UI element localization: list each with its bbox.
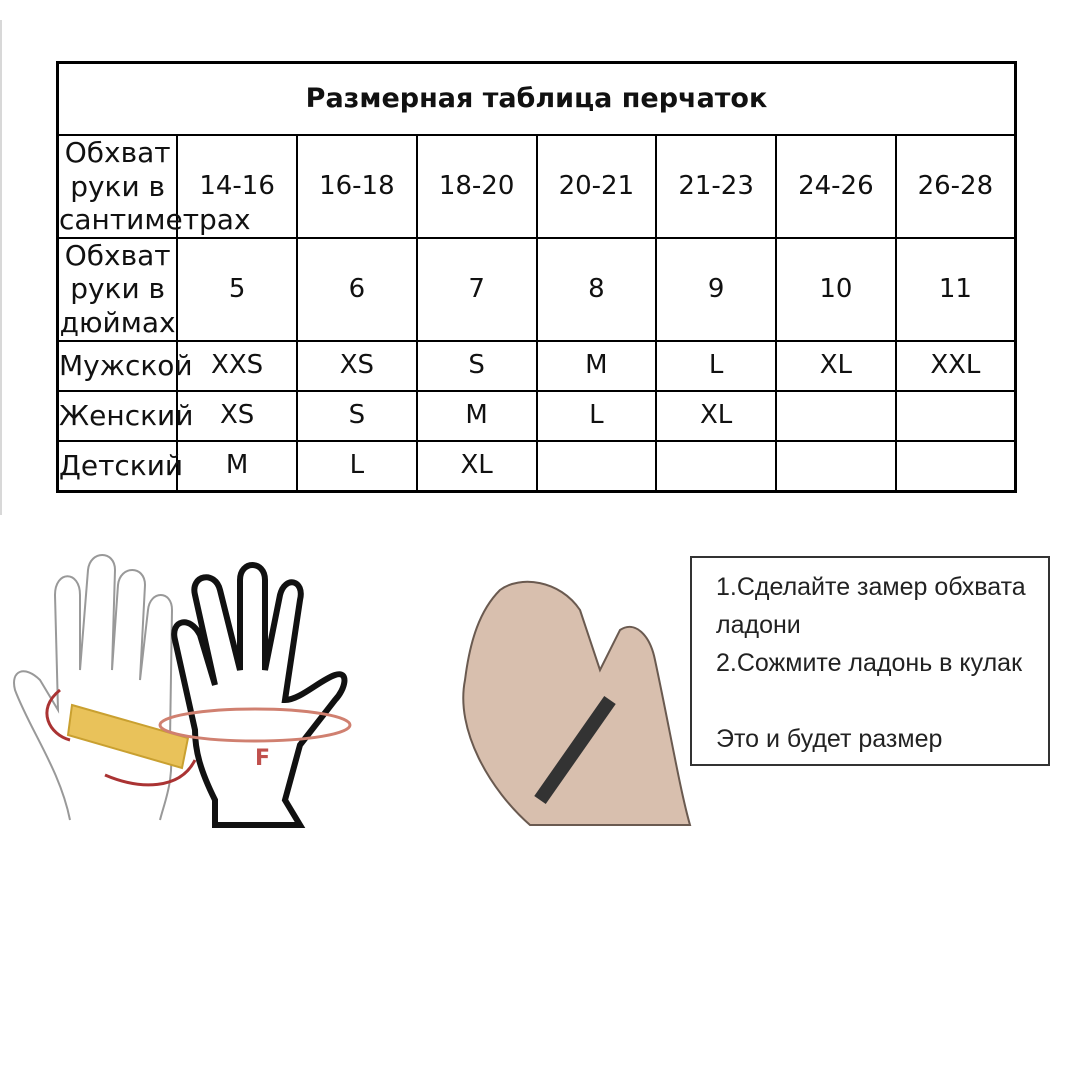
table-cell: XS <box>176 389 298 442</box>
table-cell: M <box>176 439 298 493</box>
table-cell: 26-28 <box>894 134 1017 239</box>
table-cell: 10 <box>775 236 897 342</box>
table-cell: L <box>535 389 658 442</box>
table-cell: XS <box>296 339 418 392</box>
table-cell <box>775 389 897 442</box>
table-row: Детский M L XL <box>56 439 1017 493</box>
table-cell: L <box>655 339 777 392</box>
table-row: Мужской XXS XS S M L XL XXL <box>56 339 1017 392</box>
table-cell <box>894 389 1017 442</box>
left-edge-divider <box>0 20 2 515</box>
table-cell: 18-20 <box>415 134 538 239</box>
table-cell: 7 <box>415 236 538 342</box>
table-cell <box>894 439 1017 493</box>
table-cell: 24-26 <box>775 134 897 239</box>
row-label: Детский <box>56 439 183 493</box>
table-cell: 14-16 <box>176 134 298 239</box>
table-cell: 6 <box>296 236 418 342</box>
table-cell <box>775 439 897 493</box>
table-title: Размерная таблица перчаток <box>56 61 1017 136</box>
table-cell: XXS <box>176 339 298 392</box>
table-cell: 20-21 <box>535 134 658 239</box>
instructions-box: 1.Сделайте замер обхвата ладони 2.Сожмит… <box>690 556 1050 766</box>
table-cell: XL <box>775 339 897 392</box>
table-cell <box>655 439 777 493</box>
table-cell: M <box>415 389 538 442</box>
table-cell: 9 <box>655 236 777 342</box>
table-cell: 11 <box>894 236 1017 342</box>
table-cell: 16-18 <box>296 134 418 239</box>
hand-ruler-icon <box>13 554 197 821</box>
row-label: Женский <box>56 389 193 442</box>
table-cell: 5 <box>176 236 298 342</box>
table-cell: 8 <box>535 236 658 342</box>
hand-measurement-illustration: F <box>13 554 692 828</box>
label-f: F <box>255 746 270 771</box>
table-row: Обхват руки в дюймах 5 6 7 8 9 10 11 <box>56 236 1017 342</box>
table-cell <box>535 439 658 493</box>
row-label: Обхват руки в сантиметрах <box>56 134 251 239</box>
table-row: Женский XS S M L XL <box>56 389 1017 442</box>
hand-fist-icon <box>462 580 692 826</box>
glove-size-table: Размерная таблица перчаток Обхват руки в… <box>56 61 1017 493</box>
table-cell: XL <box>655 389 777 442</box>
row-label: Обхват руки в дюймах <box>56 236 179 342</box>
instruction-step-2: 2.Сожмите ладонь в кулак <box>716 649 1023 677</box>
table-cell: L <box>296 439 418 493</box>
table-cell: XL <box>415 439 538 493</box>
table-cell: XXL <box>894 339 1017 392</box>
table-row: Обхват руки в сантиметрах 14-16 16-18 18… <box>56 134 1017 239</box>
hand-outline-icon: F <box>158 562 352 828</box>
table-cell: S <box>415 339 538 392</box>
instruction-result: Это и будет размер <box>716 725 943 753</box>
instruction-step-1: 1.Сделайте замер обхвата ладони <box>716 573 1026 639</box>
table-cell: M <box>535 339 658 392</box>
row-label: Мужской <box>56 339 193 392</box>
table-cell: 21-23 <box>655 134 777 239</box>
table-cell: S <box>296 389 418 442</box>
